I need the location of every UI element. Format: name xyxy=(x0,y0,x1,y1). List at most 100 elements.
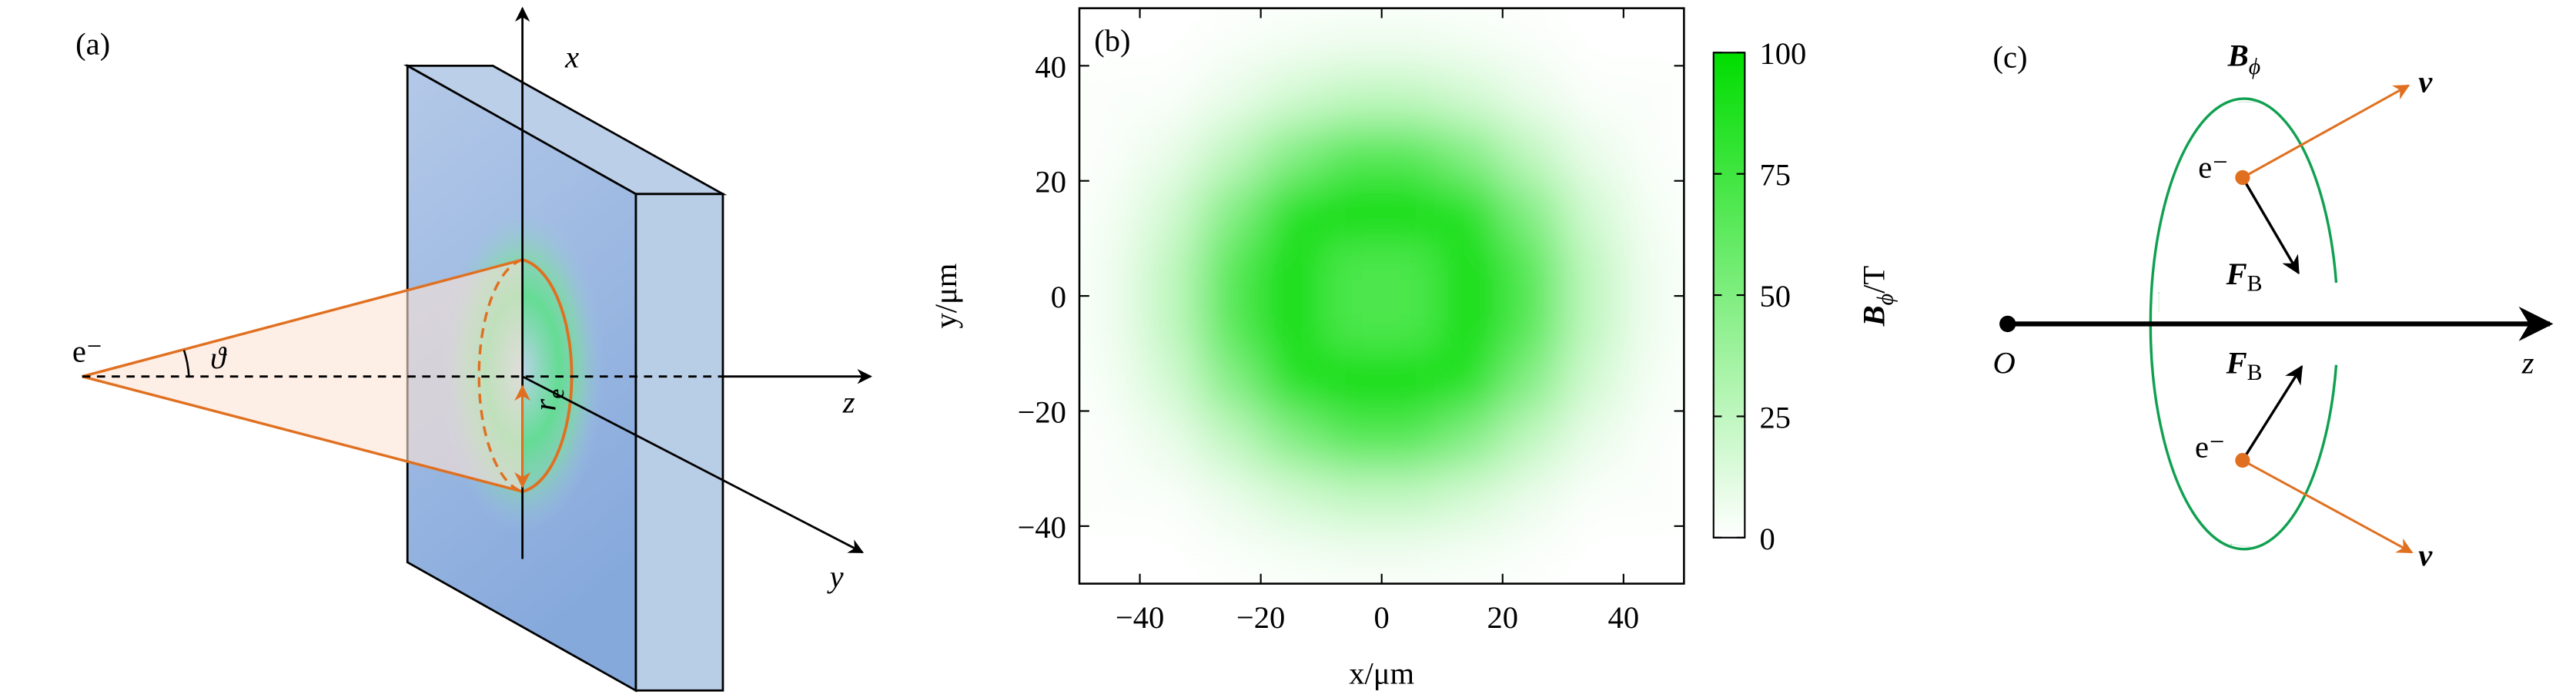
origin-label: O xyxy=(1993,345,2016,380)
colorbar-tick-label: 50 xyxy=(1760,279,1791,314)
heat-cell xyxy=(1622,65,1684,125)
heat-cell xyxy=(1562,525,1624,584)
radius-sub: e xyxy=(544,388,569,398)
force-label: FB xyxy=(2226,345,2263,385)
heat-cell xyxy=(1079,122,1141,182)
heat-cell xyxy=(1562,352,1624,412)
x-tick-label: 0 xyxy=(1374,600,1390,635)
heat-cell xyxy=(1079,468,1141,527)
heat-cell xyxy=(1441,237,1504,297)
ring-back xyxy=(477,258,524,493)
heat-cell xyxy=(1622,352,1684,412)
heat-cell xyxy=(1622,410,1684,470)
heat-cell xyxy=(1079,410,1141,470)
electron xyxy=(2235,452,2250,468)
heat-cell xyxy=(1199,237,1262,297)
heat-cell xyxy=(1441,180,1504,240)
heat-cell xyxy=(1441,410,1504,470)
electron xyxy=(2235,169,2250,186)
heat-cell xyxy=(1199,180,1262,240)
cone xyxy=(82,260,523,492)
heat-cell xyxy=(1562,468,1624,527)
heat-cell xyxy=(1562,237,1624,297)
field-main: B xyxy=(2227,38,2249,72)
colorbar-tick-label: 75 xyxy=(1760,158,1791,193)
heat-cell xyxy=(1380,410,1444,470)
y-tick-label: 0 xyxy=(1051,280,1066,314)
field-sub: ϕ xyxy=(2249,54,2260,79)
heat-cell xyxy=(1441,352,1504,412)
colorbar-tick-label: 100 xyxy=(1760,36,1807,71)
heat-cell xyxy=(1562,122,1624,182)
heat-cell xyxy=(1562,410,1624,470)
heat-cell xyxy=(1079,525,1141,584)
heat-cell xyxy=(1320,295,1383,354)
heat-cell xyxy=(1320,352,1383,412)
heat-cell xyxy=(1320,180,1383,240)
heat-cell xyxy=(1139,122,1202,182)
y-tick-label: −40 xyxy=(1018,510,1066,545)
heat-cell xyxy=(1380,122,1444,182)
heat-cell xyxy=(1320,122,1383,182)
heat-cell xyxy=(1441,65,1504,125)
heat-cell xyxy=(1320,525,1383,584)
heat-cell xyxy=(1380,237,1444,297)
heat-cell xyxy=(1079,180,1141,240)
angle-arc xyxy=(182,350,190,377)
panel-label: (a) xyxy=(75,26,110,61)
heat-cell xyxy=(1380,295,1444,354)
panel-a: (a) x y z e⁻ ϑ re xyxy=(72,6,872,693)
heat-cell xyxy=(1622,295,1684,354)
heat-cell xyxy=(1320,410,1383,470)
axis-label: x xyxy=(564,39,579,74)
heat-cell xyxy=(1562,65,1624,125)
heat-cell xyxy=(1260,8,1323,67)
heat-cell xyxy=(1079,65,1141,125)
heat-cell xyxy=(1199,8,1262,67)
panel-label: (b) xyxy=(1094,23,1130,58)
panel-c: (c) Bϕ v v e⁻ e⁻ FB FB O z xyxy=(1993,38,2554,572)
heat-cell xyxy=(1622,180,1684,240)
heat-cell xyxy=(1260,237,1323,297)
heat-cell xyxy=(1441,295,1504,354)
heat-cell xyxy=(1260,295,1323,354)
axis-label: y xyxy=(827,559,845,594)
force-arrow xyxy=(2241,176,2300,275)
heat-cell xyxy=(1199,468,1262,527)
heat-cell xyxy=(1501,122,1564,182)
heat-cell xyxy=(1260,122,1323,182)
velocity-arrow xyxy=(2242,459,2414,554)
x-tick-label: −20 xyxy=(1236,600,1285,635)
heat-cell xyxy=(1139,180,1202,240)
heat-cell xyxy=(1139,237,1202,297)
heat-cell xyxy=(1199,352,1262,412)
field-label: Bϕ xyxy=(2227,38,2261,79)
heat-cell xyxy=(1622,122,1684,182)
electron-label: e⁻ xyxy=(2195,429,2225,464)
heat-cell xyxy=(1562,8,1624,67)
heat-cell xyxy=(1079,352,1141,412)
heat-cell xyxy=(1199,410,1262,470)
y-tick-label: −20 xyxy=(1018,394,1066,429)
heat-cell xyxy=(1501,468,1564,527)
electron-label: e⁻ xyxy=(2198,149,2228,184)
heat-cell xyxy=(1562,180,1624,240)
heat-cell xyxy=(1501,8,1564,67)
y-axis-label: y/μm xyxy=(928,263,963,329)
heat-cell xyxy=(1260,468,1323,527)
x-tick-label: −40 xyxy=(1116,600,1164,635)
heat-cell xyxy=(1441,468,1504,527)
axis-label: z xyxy=(842,385,855,420)
origin-dot xyxy=(1999,315,2016,333)
heatmap-cells xyxy=(1079,8,1684,584)
colorbar-tick-label: 0 xyxy=(1760,522,1775,556)
velocity-label: v xyxy=(2418,538,2433,572)
colorbar-label-sub: ϕ xyxy=(1872,294,1898,305)
heat-cell xyxy=(1260,525,1323,584)
heat-cell xyxy=(1260,65,1323,125)
velocity-arrow xyxy=(2242,84,2410,179)
colorbar-label-unit: /T xyxy=(1857,266,1892,294)
heat-cell xyxy=(1622,468,1684,527)
heat-cell xyxy=(1139,525,1202,584)
